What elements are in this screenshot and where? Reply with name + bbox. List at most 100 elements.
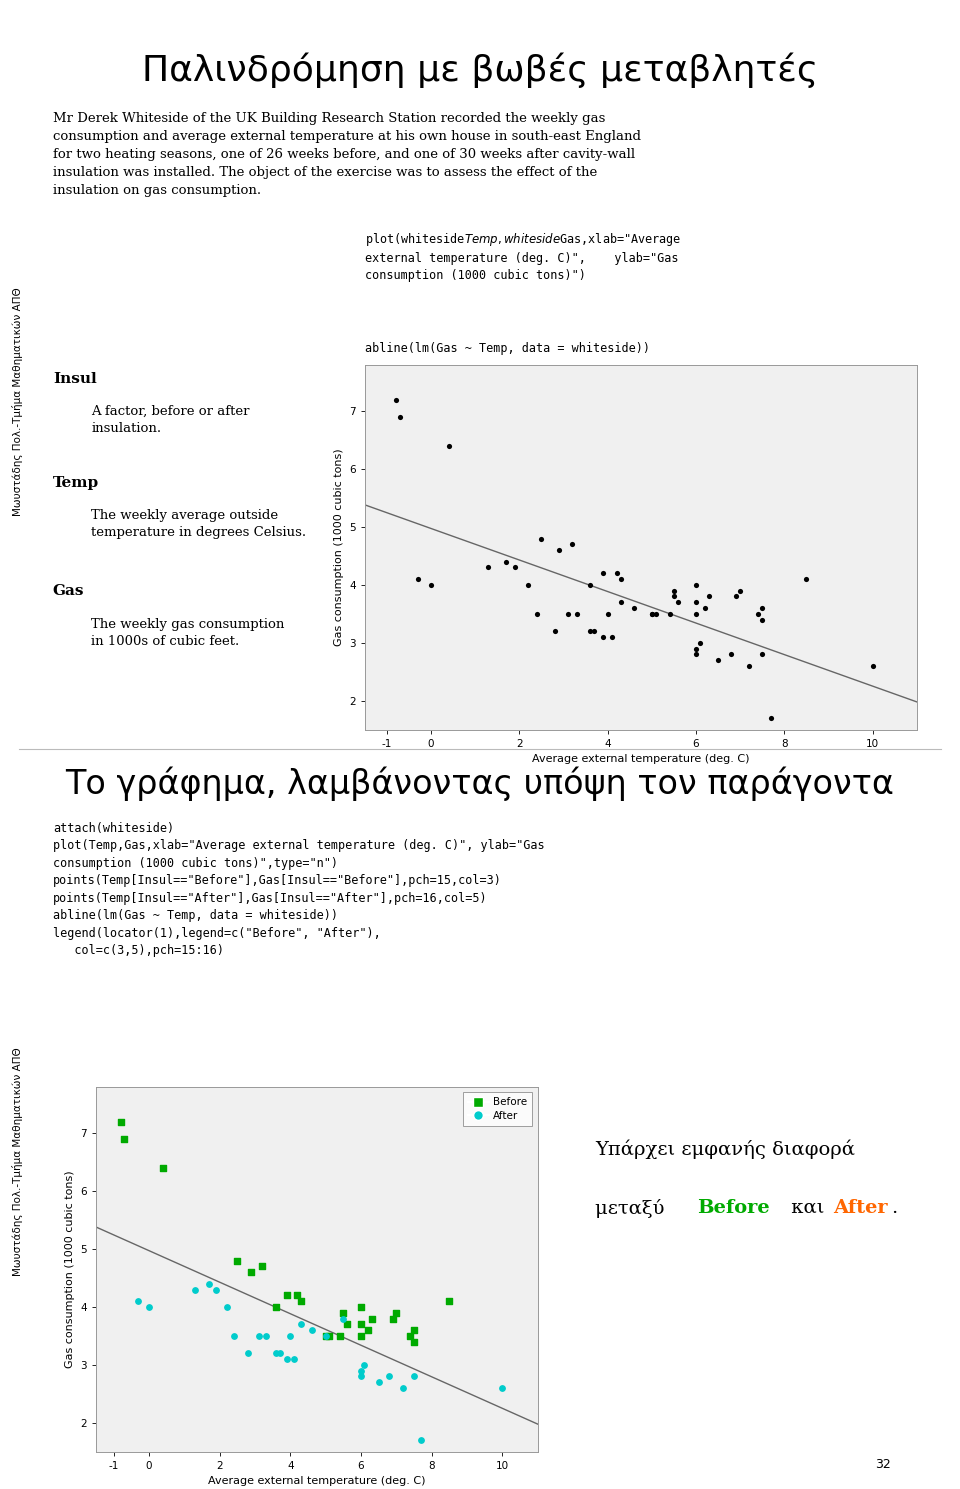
Point: [286, 1348, 301, 1371]
Point: [269, 1342, 284, 1365]
Point: [279, 1284, 295, 1307]
Point: [644, 602, 660, 625]
Point: [595, 625, 611, 649]
Point: [353, 1324, 369, 1348]
Point: [293, 1312, 308, 1336]
Point: [353, 1312, 369, 1336]
Text: Mr Derek Whiteside of the UK Building Research Station recorded the weekly gas
c: Mr Derek Whiteside of the UK Building Re…: [53, 112, 641, 197]
Point: [389, 1301, 404, 1325]
Text: και: και: [785, 1199, 831, 1217]
Point: [661, 602, 677, 625]
Point: [352, 527, 368, 551]
Point: [381, 1364, 396, 1388]
Point: [364, 1307, 379, 1331]
Point: [303, 1318, 319, 1342]
Y-axis label: Gas consumption (1000 cubic tons): Gas consumption (1000 cubic tons): [64, 1170, 75, 1368]
Point: [414, 1428, 429, 1452]
Point: [763, 706, 779, 730]
Point: [595, 561, 611, 585]
Point: [794, 730, 809, 753]
Point: [254, 1255, 270, 1279]
Point: [728, 585, 743, 609]
Text: Before: Before: [697, 1199, 770, 1217]
X-axis label: Average external temperature (deg. C): Average external temperature (deg. C): [532, 755, 750, 764]
Point: [403, 1324, 419, 1348]
Point: [732, 579, 748, 603]
Point: [741, 654, 756, 677]
Point: [318, 1324, 333, 1348]
Point: [520, 573, 536, 597]
Point: [322, 1324, 337, 1348]
Point: [666, 579, 682, 603]
Point: [547, 619, 563, 643]
Text: abline(lm(Gas ~ Temp, data = whiteside)): abline(lm(Gas ~ Temp, data = whiteside)): [365, 342, 650, 356]
Text: .: .: [891, 1199, 898, 1217]
Point: [710, 648, 726, 672]
Point: [229, 1249, 245, 1273]
Point: [494, 1376, 510, 1400]
Point: [583, 573, 598, 597]
Point: [688, 637, 704, 661]
Point: [569, 602, 585, 625]
Point: [396, 1376, 411, 1400]
Point: [688, 642, 704, 666]
Point: [406, 1330, 421, 1354]
Point: [423, 573, 439, 597]
Point: [688, 602, 704, 625]
Text: The weekly gas consumption
in 1000s of cubic feet.: The weekly gas consumption in 1000s of c…: [91, 618, 284, 648]
Text: Μωυστάδης Πολ.-Τμήμα Μαθηματικών ΑΠΘ: Μωυστάδης Πολ.-Τμήμα Μαθηματικών ΑΠΘ: [12, 1047, 23, 1276]
Point: [385, 1307, 400, 1331]
Text: Παλινδρόμηση με βωβές μεταβλητές: Παλινδρόμηση με βωβές μεταβλητές: [142, 52, 818, 88]
Point: [613, 567, 629, 591]
Point: [671, 590, 686, 613]
Point: [240, 1342, 255, 1365]
Point: [336, 1301, 351, 1325]
Legend: Before, After: Before, After: [463, 1091, 533, 1126]
Point: [269, 1295, 284, 1319]
Text: The weekly average outside
temperature in degrees Celsius.: The weekly average outside temperature i…: [91, 509, 306, 539]
Point: [406, 1318, 421, 1342]
Text: 32: 32: [876, 1458, 891, 1471]
Point: [693, 631, 708, 655]
Point: [208, 1278, 224, 1301]
Text: Υπάρχει εμφανής διαφορά: Υπάρχει εμφανής διαφορά: [595, 1139, 855, 1158]
Point: [318, 1324, 333, 1348]
Text: After: After: [833, 1199, 888, 1217]
Point: [357, 1354, 372, 1377]
Text: Το γράφημα, λαμβάνοντας υπόψη τον παράγοντα: Το γράφημα, λαμβάνοντας υπόψη τον παράγο…: [65, 767, 895, 801]
Point: [750, 602, 765, 625]
Point: [371, 1370, 386, 1394]
Point: [561, 602, 576, 625]
Point: [113, 1109, 129, 1133]
Point: [272, 1342, 287, 1365]
X-axis label: Average external temperature (deg. C): Average external temperature (deg. C): [208, 1477, 425, 1486]
Point: [187, 1278, 203, 1301]
Point: [360, 1318, 375, 1342]
Point: [116, 1127, 132, 1151]
Point: [583, 619, 598, 643]
Point: [156, 1155, 171, 1179]
Point: [251, 1324, 266, 1348]
Point: [609, 561, 624, 585]
Point: [227, 1324, 242, 1348]
Point: [755, 642, 770, 666]
Point: [688, 573, 704, 597]
Text: Gas: Gas: [53, 584, 84, 597]
Point: [644, 602, 660, 625]
Point: [755, 596, 770, 619]
Point: [393, 405, 408, 429]
Point: [332, 1324, 348, 1348]
Point: [293, 1289, 308, 1313]
Point: [441, 433, 456, 457]
Point: [410, 567, 425, 591]
Text: Μωυστάδης Πολ.-Τμήμα Μαθηματικών ΑΠΘ: Μωυστάδης Πολ.-Τμήμα Μαθηματικών ΑΠΘ: [12, 287, 23, 517]
Point: [688, 590, 704, 613]
Text: attach(whiteside)
plot(Temp,Gas,xlab="Average external temperature (deg. C)", yl: attach(whiteside) plot(Temp,Gas,xlab="Av…: [53, 822, 544, 957]
Point: [282, 1324, 298, 1348]
Point: [481, 555, 496, 579]
Point: [600, 602, 615, 625]
Point: [551, 538, 566, 561]
Point: [290, 1284, 305, 1307]
Point: [605, 625, 620, 649]
Point: [442, 1289, 457, 1313]
